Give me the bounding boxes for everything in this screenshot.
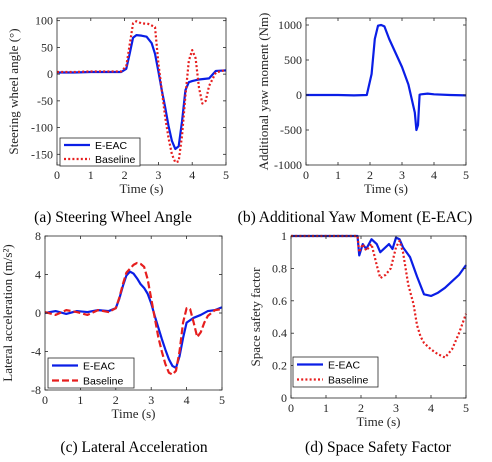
x-tick-label: 5 xyxy=(223,168,229,182)
y-tick-label: 8 xyxy=(35,229,41,243)
x-tick-label: 4 xyxy=(428,401,434,415)
y-tick-label: 0 xyxy=(47,67,53,81)
legend-entry-e-eac: E-EAC xyxy=(83,361,116,373)
axes-box xyxy=(305,17,467,166)
legend-entry-e-eac: E-EAC xyxy=(95,140,128,152)
series-line-baseline xyxy=(291,234,468,359)
legend-box xyxy=(292,356,379,388)
y-tick-label: -100 xyxy=(31,121,53,135)
series-line-baseline xyxy=(57,20,227,164)
x-axis-label: Time (s) xyxy=(364,181,408,196)
y-axis-label: Steering wheel angle (°) xyxy=(6,28,21,154)
x-tick-label: 4 xyxy=(431,168,437,182)
legend: E-EAC Baseline xyxy=(59,137,141,167)
panel-caption: (a) Steering Wheel Angle xyxy=(34,209,192,226)
y-axis-label: Space safety factor xyxy=(248,267,263,367)
chart-panel-c: 0 1 2 3 4 5 -8 -4 0 4 8 Time (s) Lateral acceleratio… xyxy=(0,229,225,456)
chart-panel-b: 0 1 2 3 4 5 -1000 -500 0 500 1000 Time (s) Additiona… xyxy=(238,13,473,226)
panel-caption: (d) Space Safety Factor xyxy=(305,439,452,456)
x-tick-label: 0 xyxy=(54,168,60,182)
chart-panel-a: 0 1 2 3 4 5 -150 -100 -50 0 50 100 Time (s) Steering … xyxy=(6,14,229,226)
x-tick-label: 3 xyxy=(399,168,405,182)
x-tick-label: 0 xyxy=(42,393,48,407)
x-tick-label: 2 xyxy=(367,168,373,182)
series-line-e-eac xyxy=(291,234,467,298)
legend-entry-e-eac: E-EAC xyxy=(328,360,361,372)
legend-entry-baseline: Baseline xyxy=(95,154,135,166)
y-tick-label: -8 xyxy=(31,383,41,397)
y-tick-label: -50 xyxy=(37,94,53,108)
x-tick-label: 3 xyxy=(155,168,161,182)
x-tick-label: 2 xyxy=(113,393,119,407)
series-line-yaw-moment xyxy=(306,23,467,132)
legend: E-EAC Baseline xyxy=(292,356,379,388)
y-tick-label: 1000 xyxy=(278,18,302,32)
y-tick-label: 0.2 xyxy=(272,359,287,373)
x-tick-label: 5 xyxy=(463,401,469,415)
x-tick-label: 0 xyxy=(303,168,309,182)
y-tick-label: 0 xyxy=(281,391,287,405)
axes-box xyxy=(290,235,467,399)
x-tick-label: 1 xyxy=(88,168,94,182)
y-tick-label: -4 xyxy=(31,345,41,359)
panel-caption: (c) Lateral Acceleration xyxy=(60,439,207,456)
y-tick-label: 0.6 xyxy=(272,294,287,308)
legend-box xyxy=(59,137,141,167)
series-line-e-eac xyxy=(44,270,223,369)
x-tick-label: 5 xyxy=(219,393,225,407)
y-tick-label: -1000 xyxy=(274,158,302,172)
x-axis-label: Time (s) xyxy=(112,406,156,421)
x-tick-label: 4 xyxy=(189,168,195,182)
y-tick-label: 500 xyxy=(284,53,302,67)
y-tick-label: 0 xyxy=(35,306,41,320)
y-tick-label: 1 xyxy=(281,229,287,243)
x-tick-label: 3 xyxy=(393,401,399,415)
legend-entry-baseline: Baseline xyxy=(328,375,368,387)
legend-entry-baseline: Baseline xyxy=(83,376,123,388)
y-tick-label: 50 xyxy=(41,40,53,54)
series-line-baseline xyxy=(44,261,223,376)
x-tick-label: 0 xyxy=(288,401,294,415)
x-tick-label: 1 xyxy=(323,401,329,415)
y-tick-label: -150 xyxy=(31,147,53,161)
y-tick-label: 0 xyxy=(296,88,302,102)
y-axis-label: Lateral acceleration (m/s²) xyxy=(0,244,15,381)
y-tick-label: 0.8 xyxy=(272,261,287,275)
x-tick-label: 2 xyxy=(358,401,364,415)
y-tick-label: -500 xyxy=(280,123,302,137)
y-tick-label: 4 xyxy=(35,268,41,282)
legend-box xyxy=(47,357,135,389)
axes-box xyxy=(56,17,227,166)
x-tick-label: 2 xyxy=(122,168,128,182)
legend: E-EAC Baseline xyxy=(47,357,135,389)
y-tick-label: 0.4 xyxy=(272,326,287,340)
chart-panel-d: 0 1 2 3 4 5 0 0.2 0.4 0.6 0.8 1 Time (s) Space safety… xyxy=(248,229,469,456)
x-tick-label: 3 xyxy=(148,393,154,407)
y-tick-label: 100 xyxy=(35,14,53,28)
y-axis-label: Additional yaw moment (Nm) xyxy=(256,13,271,171)
x-axis-label: Time (s) xyxy=(357,414,401,429)
x-tick-label: 5 xyxy=(463,168,469,182)
x-tick-label: 1 xyxy=(77,393,83,407)
x-axis-label: Time (s) xyxy=(120,181,164,196)
panel-caption: (b) Additional Yaw Moment (E-EAC) xyxy=(238,209,473,226)
x-tick-label: 4 xyxy=(184,393,190,407)
x-tick-label: 1 xyxy=(335,168,341,182)
series-line-e-eac xyxy=(57,34,227,151)
